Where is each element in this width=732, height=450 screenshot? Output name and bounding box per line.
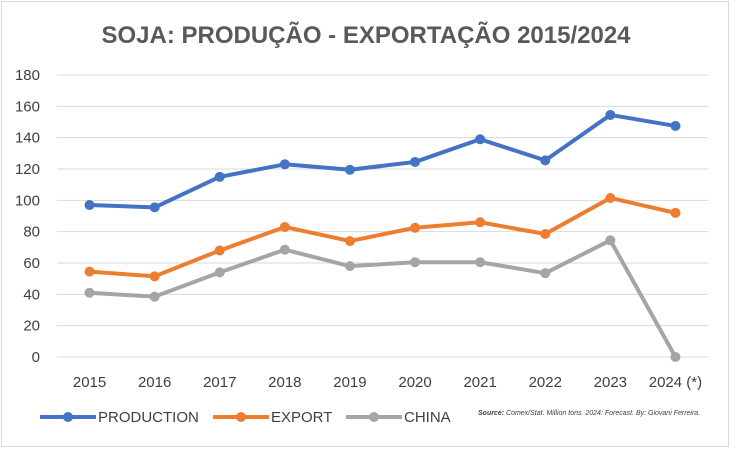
data-point [605,192,616,203]
data-point [475,134,486,145]
data-point [84,200,95,211]
legend-item-production: PRODUCTION [40,409,199,426]
data-point [279,159,290,170]
x-tick-label: 2022 [529,374,562,391]
data-point [475,217,486,228]
series-china [84,235,681,362]
gridlines [57,74,708,358]
data-point [410,222,421,233]
y-tick-label: 160 [15,98,40,115]
y-tick-label: 180 [15,67,40,84]
data-point [670,207,681,218]
data-point [214,245,225,256]
data-point [84,287,95,298]
data-point [149,271,160,282]
legend-item-china: CHINA [346,409,451,426]
series-line [87,195,678,279]
y-tick-label: 0 [32,349,40,366]
data-point [540,229,551,240]
source-text: Comex/Stat. Million tons. 2024: Forecast… [504,410,700,417]
x-tick-label: 2018 [268,374,301,391]
data-point [214,267,225,278]
data-point [149,202,160,213]
legend-label: PRODUCTION [98,409,199,426]
legend-item-export: EXPORT [213,409,332,426]
data-point [279,244,290,255]
legend: PRODUCTION EXPORT CHINA [40,409,451,426]
series-line [87,112,678,210]
legend-marker [369,412,379,422]
y-tick-label: 20 [23,318,40,335]
x-tick-label: 2015 [73,374,106,391]
x-tick-label: 2017 [203,374,236,391]
x-tick-label: 2023 [594,374,627,391]
series-lines [84,109,681,362]
source-note: Source: Comex/Stat. Million tons. 2024: … [478,410,700,417]
x-tick-label: 2016 [138,374,171,391]
data-point [149,291,160,302]
data-point [344,164,355,175]
legend-marker [63,412,73,422]
data-point [540,155,551,166]
x-tick-label: 2024 (*) [649,374,702,391]
series-production [84,109,681,213]
y-axis: 0 20 40 60 80 100 120 140 160 180 [15,67,40,366]
data-point [670,352,681,362]
series-line [87,238,678,359]
data-point [410,156,421,167]
y-tick-label: 120 [15,161,40,178]
data-point [344,236,355,247]
y-tick-label: 140 [15,130,40,147]
source-label: Source: [478,410,504,417]
y-tick-label: 60 [23,255,40,272]
y-tick-label: 40 [23,286,40,303]
x-tick-label: 2020 [398,374,431,391]
y-tick-label: 100 [15,192,40,209]
data-point [670,120,681,131]
data-point [84,266,95,277]
data-point [540,268,551,279]
x-axis: 2015 2016 2017 2018 2019 2020 2021 2022 2023 2024… [73,374,702,391]
x-tick-label: 2021 [463,374,496,391]
data-point [410,257,421,268]
legend-label: CHINA [404,409,451,426]
data-point [475,257,486,268]
data-point [605,235,616,246]
data-point [279,221,290,232]
x-tick-label: 2019 [333,374,366,391]
data-point [605,109,616,120]
series-export [84,192,681,282]
data-point [214,171,225,182]
y-tick-label: 80 [23,224,40,241]
data-point [344,261,355,272]
chart-title: SOJA: PRODUÇÃO - EXPORTAÇÃO 2015/2024 [101,21,631,49]
legend-label: EXPORT [271,409,332,426]
legend-marker [236,412,246,422]
